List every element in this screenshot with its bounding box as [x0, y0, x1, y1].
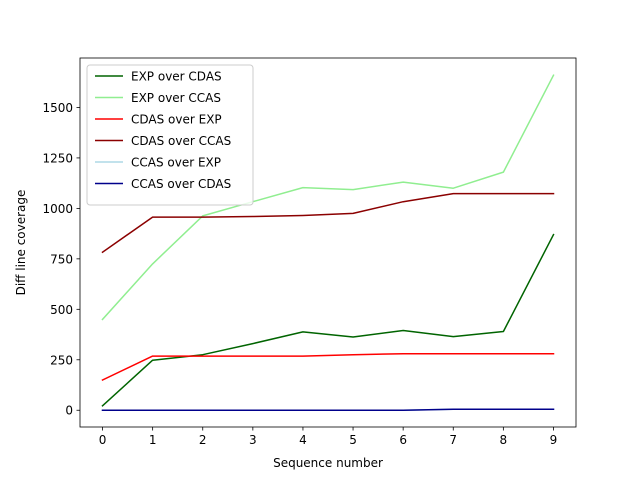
- legend-label-0: EXP over CDAS: [131, 70, 222, 84]
- x-tick-label: 6: [399, 433, 407, 447]
- x-tick-label: 8: [500, 433, 508, 447]
- y-tick-label: 0: [65, 404, 73, 418]
- series-line-0: [101, 233, 555, 407]
- x-axis-label: Sequence number: [273, 456, 383, 470]
- x-tick-label: 7: [449, 433, 457, 447]
- y-tick-label: 1250: [42, 151, 73, 165]
- axes: 0 1 2 3 4 5 6 7 8 9 0 250 500 750 1000 1250 1500: [42, 57, 577, 447]
- x-tick-label: 2: [199, 433, 207, 447]
- y-tick-label: 500: [50, 303, 73, 317]
- y-tick-label: 750: [50, 252, 73, 266]
- legend-label-2: CDAS over EXP: [131, 113, 222, 127]
- legend-label-5: CCAS over CDAS: [131, 177, 231, 191]
- plot-frame: [79, 57, 577, 428]
- y-axis-label: Diff line coverage: [14, 190, 28, 296]
- y-tick-label: 1500: [42, 101, 73, 115]
- legend-label-3: CDAS over CCAS: [131, 134, 231, 148]
- legend: EXP over CDAS EXP over CCAS CDAS over EXP C…: [86, 64, 254, 206]
- legend-label-4: CCAS over EXP: [131, 156, 221, 170]
- series-lines: [101, 74, 555, 411]
- legend-label-1: EXP over CCAS: [131, 91, 221, 105]
- legend-box: [86, 64, 254, 206]
- y-tick-label: 250: [50, 353, 73, 367]
- series-line-1: [101, 74, 555, 321]
- series-line-5: [101, 408, 555, 411]
- x-tick-label: 5: [349, 433, 357, 447]
- y-tick-label: 1000: [42, 202, 73, 216]
- x-tick-label: 0: [99, 433, 107, 447]
- series-line-3: [101, 192, 555, 254]
- series-line-2: [101, 352, 555, 381]
- x-tick-label: 4: [299, 433, 307, 447]
- x-tick-label: 1: [149, 433, 157, 447]
- x-tick-label: 9: [550, 433, 558, 447]
- x-tick-label: 3: [249, 433, 257, 447]
